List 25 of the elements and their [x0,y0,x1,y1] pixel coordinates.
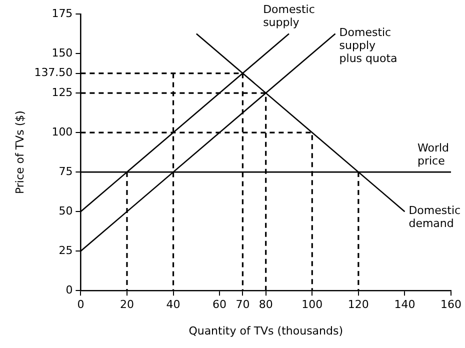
y-tick-label: 25 [58,244,73,257]
y-tick-label: 0 [66,283,73,296]
x-tick-label: 140 [394,298,416,312]
x-tick-label: 20 [120,298,134,312]
y-tick-label: 137.50 [34,66,73,80]
series-label: World price [417,141,450,168]
x-tick-label: 70 [236,298,250,312]
y-tick-label: 175 [52,6,73,20]
series-label: Domestic supply [263,3,315,30]
y-tick-label: 50 [58,204,73,218]
x-tick-label: 160 [440,298,462,312]
y-tick-label: 125 [52,86,73,99]
y-tick-label: 100 [52,125,73,138]
x-tick-label: 60 [212,298,227,312]
x-tick-label: 80 [258,298,273,312]
x-axis-title: Quantity of TVs (thousands) [188,324,344,338]
x-tick-label: 100 [302,298,323,312]
series-label: Domestic demand [408,204,461,230]
y-axis-title: Price of TVs ($) [13,110,26,194]
series-label: Domestic supply plus quota [339,26,398,66]
x-tick-label: 0 [77,298,84,312]
y-tick-label: 150 [52,46,73,60]
x-tick-label: 120 [348,298,369,312]
y-tick-label: 75 [58,164,73,178]
x-tick-label: 40 [166,298,180,312]
